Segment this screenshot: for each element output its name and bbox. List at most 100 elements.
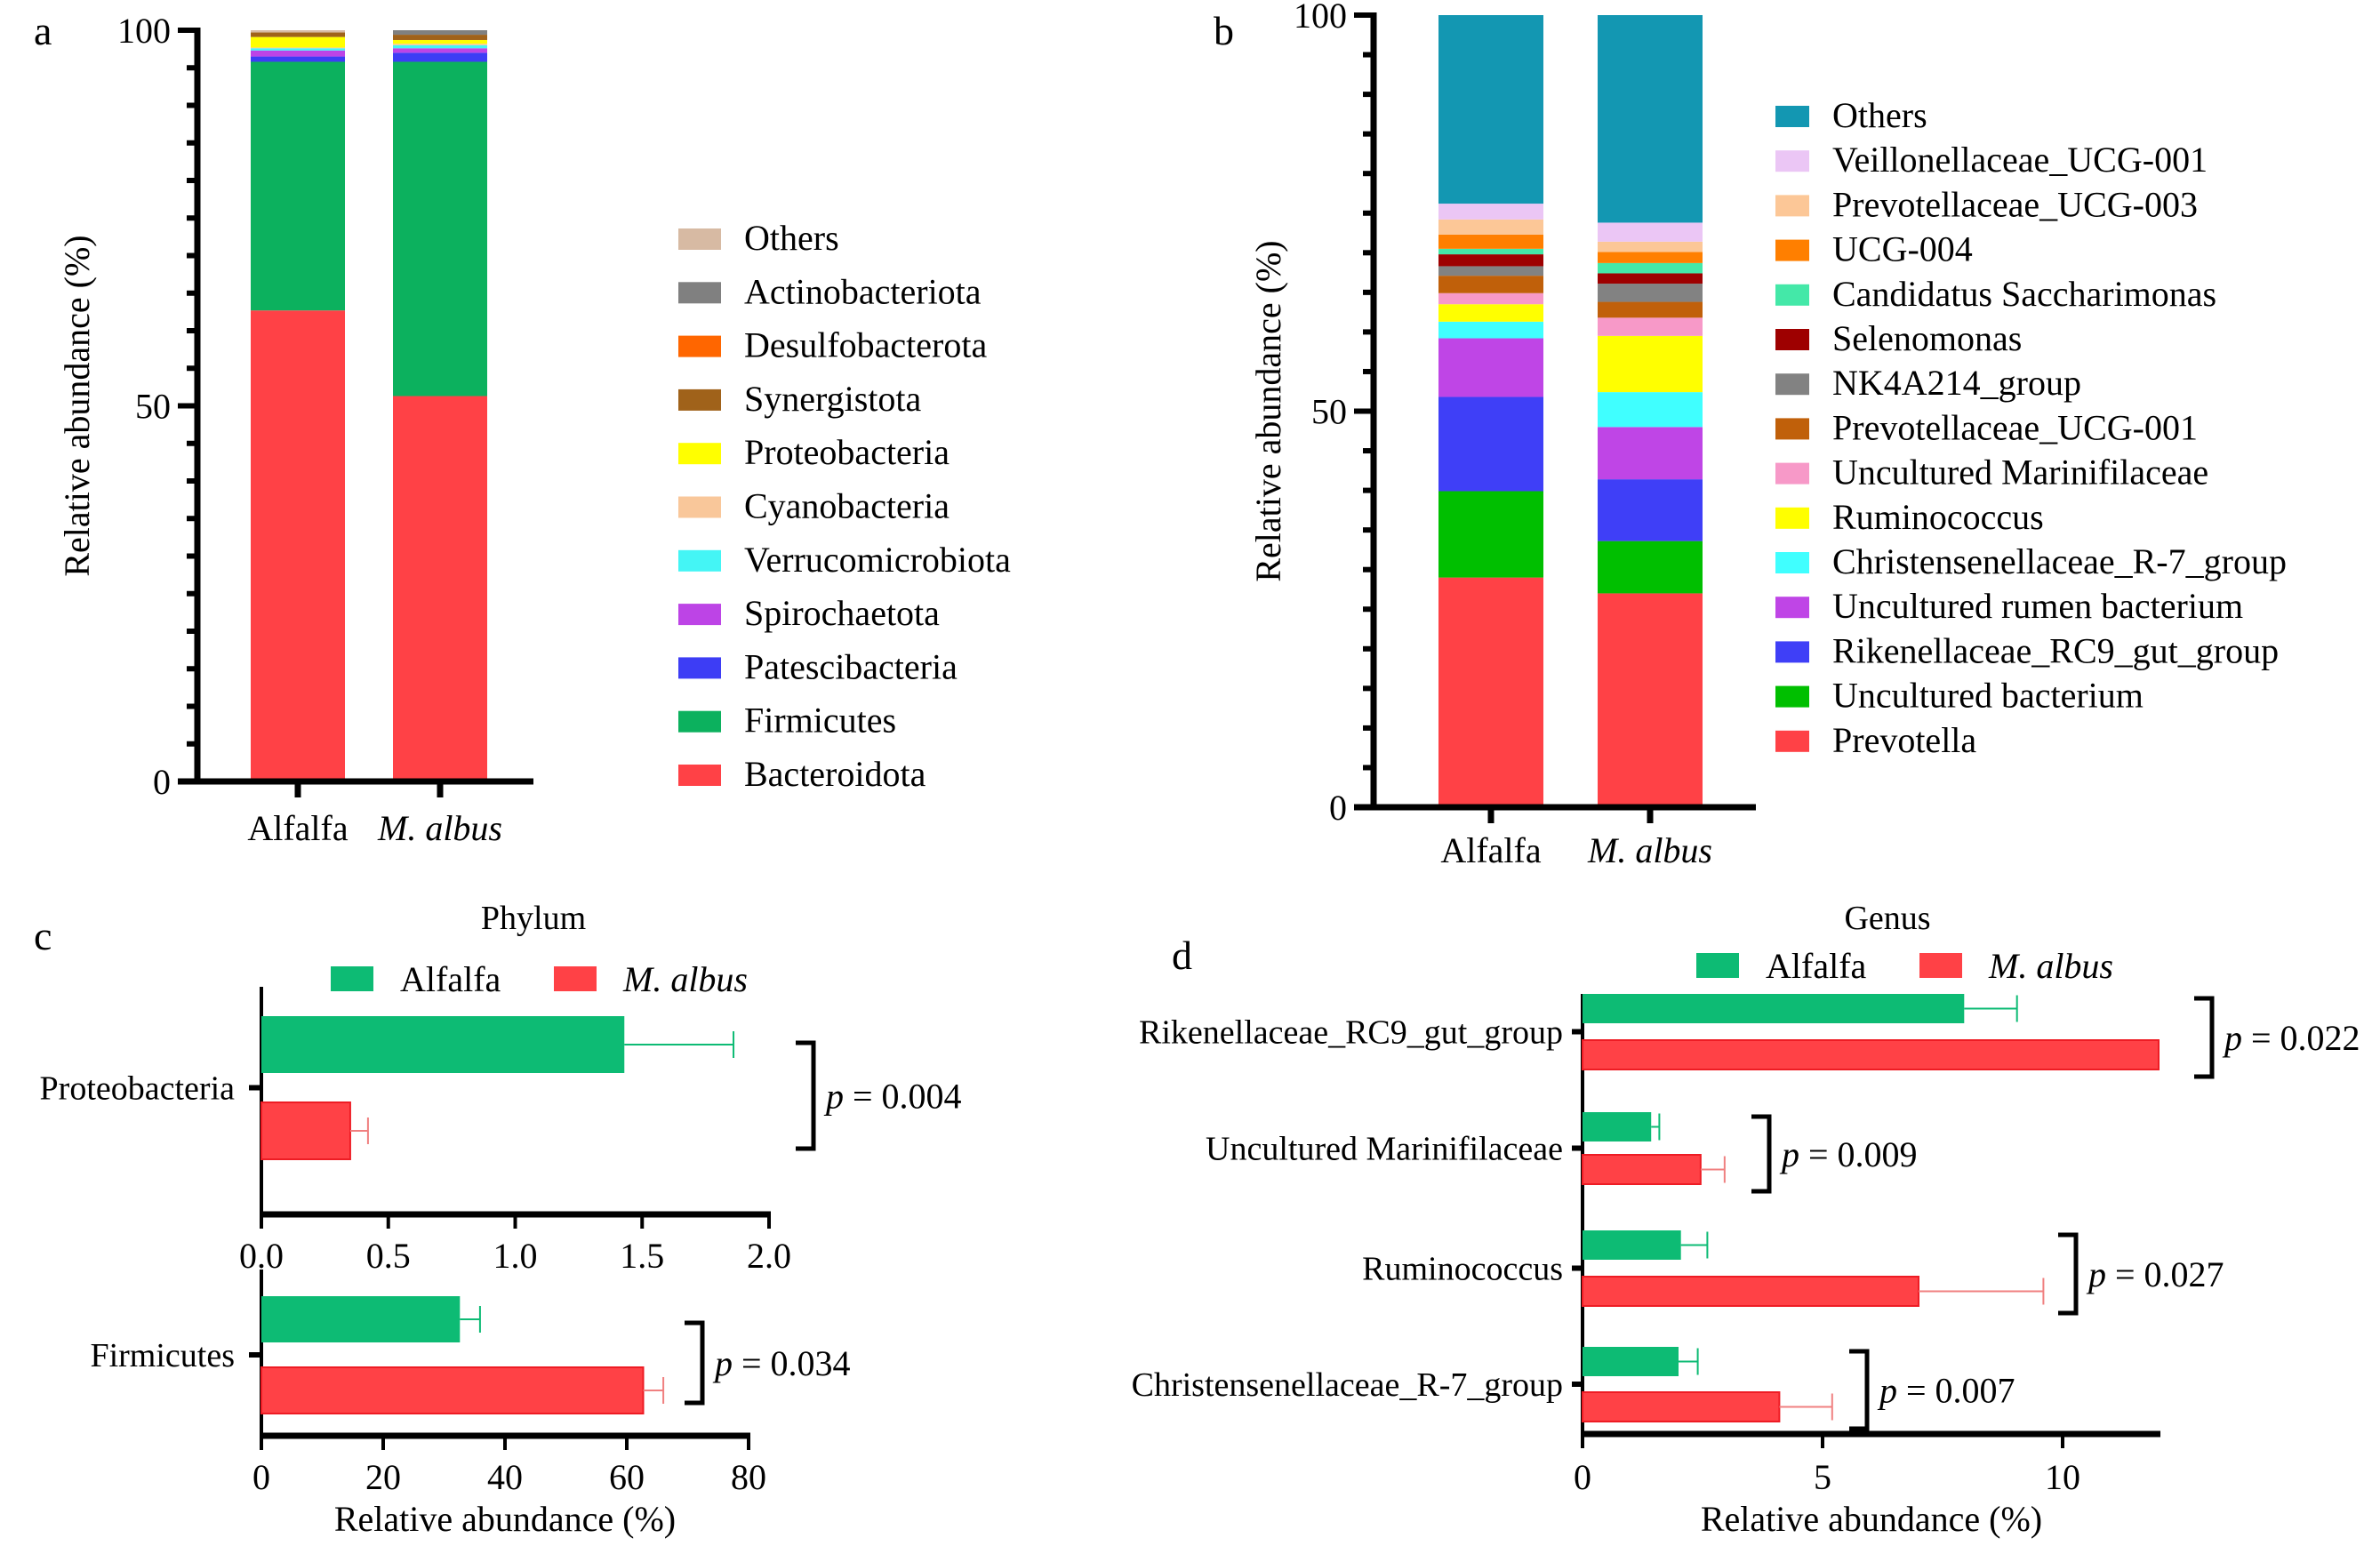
- significance-bracket: [1849, 1349, 1870, 1431]
- legend-label: Uncultured rumen bacterium: [1832, 586, 2243, 626]
- legend-label: Actinobacteriota: [744, 271, 982, 311]
- legend-swatch: [1775, 284, 1809, 306]
- significance-bracket: [2194, 996, 2215, 1079]
- p-value-label: p = 0.007: [1877, 1371, 2015, 1411]
- bar-segment-verrucomicrobiota: [393, 44, 487, 49]
- legend-label: Alfalfa: [400, 959, 501, 999]
- x-tick-label: 1.0: [493, 1236, 538, 1276]
- panel-b: b Alfalfa M. albus 0 50 100 Relative abundance…: [1214, 0, 2287, 870]
- p-symbol: p: [712, 1343, 733, 1383]
- category-label: Christensenellaceae_R-7_group: [1132, 1366, 1563, 1404]
- x-tick-label: 0.5: [366, 1236, 411, 1276]
- bar-segment-firmicutes: [393, 61, 487, 397]
- x-tick-label: 60: [609, 1457, 645, 1497]
- bar-segment-uncultured-bacterium: [1598, 541, 1703, 594]
- bar-segment-prevotellaceae-ucg-001: [1598, 301, 1703, 318]
- panel-a: a Alfalfa M. albus 0 50 100 Relative abundance…: [34, 8, 1011, 848]
- bar-segment-uncultured-marinifilaceae: [1438, 292, 1543, 305]
- legend-swatch: [1775, 597, 1809, 619]
- legend-swatch: [1775, 195, 1809, 217]
- legend-swatch: [1775, 507, 1809, 529]
- bar-segment-synergistota: [393, 35, 487, 40]
- x-axis-title: Relative abundance (%): [1701, 1499, 2042, 1539]
- bar-segment-nk4a214-group: [1598, 284, 1703, 302]
- bar-m-albus: [1582, 1276, 1919, 1307]
- legend-label: Rikenellaceae_RC9_gut_group: [1832, 630, 2279, 670]
- bar-alfalfa: [1583, 994, 1965, 1023]
- bar-segment-selenomonas: [1438, 254, 1543, 267]
- panel-letter: d: [1172, 933, 1192, 978]
- bar-segment-firmicutes: [251, 61, 345, 311]
- significance-bracket: [685, 1320, 705, 1406]
- bar-segment-bacteroidota: [393, 396, 487, 781]
- bar-segment-ruminococcus: [1598, 335, 1703, 393]
- category-label: Uncultured Marinifilaceae: [1206, 1131, 1563, 1168]
- bar-segment-synergistota: [251, 32, 345, 37]
- legend-swatch: [1775, 373, 1809, 396]
- legend-label: NK4A214_group: [1832, 363, 2081, 403]
- bar-segment-cyanobacteria: [393, 44, 487, 45]
- bar-segment-veillonellaceae-ucg-001: [1598, 222, 1703, 242]
- bar-m-albus: [1582, 1154, 1702, 1185]
- legend-swatch: [554, 966, 597, 991]
- p-value: = 0.007: [1897, 1371, 2015, 1411]
- legend-swatch: [678, 282, 721, 304]
- bar-segment-actinobacteriota: [393, 30, 487, 36]
- legend-swatch: [1919, 953, 1962, 978]
- bar-segment-bacteroidota: [251, 310, 345, 781]
- bar-segment-veillonellaceae-ucg-001: [1438, 204, 1543, 220]
- legend-label: Selenomonas: [1832, 318, 2022, 358]
- legend-swatch: [1775, 552, 1809, 573]
- y-tick-label: 0: [153, 762, 171, 802]
- x-tick-label: Alfalfa: [247, 808, 349, 848]
- p-value: = 0.009: [1799, 1134, 1918, 1174]
- legend-label: M. albus: [1988, 946, 2113, 986]
- legend-label: Prevotella: [1832, 720, 1976, 760]
- x-axis-title: Relative abundance (%): [334, 1499, 676, 1539]
- bar-segment-rikenellaceae-rc9-gut-group: [1438, 397, 1543, 492]
- legend-label: Patescibacteria: [744, 646, 958, 686]
- bar-segment-others: [251, 30, 345, 33]
- bar-segment-cyanobacteria: [251, 47, 345, 49]
- x-tick-label: M. albus: [1587, 830, 1712, 870]
- category-label: Firmicutes: [90, 1337, 235, 1374]
- legend-label: Desulfobacterota: [744, 325, 987, 365]
- legend-label: Bacteroidota: [744, 754, 926, 794]
- category-label: Ruminococcus: [1362, 1251, 1563, 1288]
- panel-letter: b: [1214, 8, 1234, 53]
- bar-segment-candidatus-saccharimonas: [1598, 262, 1703, 274]
- bar-segment-prevotellaceae-ucg-003: [1598, 241, 1703, 252]
- p-value-label: p = 0.027: [2086, 1254, 2224, 1294]
- legend-label: Prevotellaceae_UCG-001: [1832, 407, 2198, 447]
- p-symbol: p: [2222, 1018, 2242, 1058]
- legend-swatch: [1775, 685, 1809, 708]
- bar-segment-proteobacteria: [393, 39, 487, 44]
- legend-swatch: [678, 549, 721, 572]
- legend-label: Alfalfa: [1766, 946, 1867, 986]
- bar-segment-uncultured-rumen-bacterium: [1598, 427, 1703, 480]
- bar-m-albus: [260, 1366, 645, 1414]
- bar-alfalfa: [261, 1016, 625, 1073]
- legend-label: Verrucomicrobiota: [744, 540, 1011, 580]
- x-tick-label: 80: [731, 1457, 766, 1497]
- significance-bracket: [796, 1040, 816, 1151]
- legend-swatch: [1696, 953, 1739, 978]
- legend-label: Ruminococcus: [1832, 497, 2044, 537]
- p-symbol: p: [2086, 1254, 2106, 1294]
- panel-d: d Genus Alfalfa M. albus 0 5 10 Rikenellaceae_R…: [1132, 900, 2360, 1539]
- legend-swatch: [1775, 150, 1809, 172]
- bar-segment-proteobacteria: [251, 36, 345, 48]
- legend-label: M. albus: [622, 959, 748, 999]
- legend-label: Spirochaetota: [744, 593, 940, 633]
- legend-label: Veillonellaceae_UCG-001: [1832, 140, 2208, 180]
- x-tick-label: 0: [1574, 1457, 1591, 1497]
- y-tick-label: 0: [1329, 788, 1347, 828]
- bar-segment-nk4a214-group: [1438, 266, 1543, 276]
- bar-segment-patescibacteria: [251, 56, 345, 62]
- bar-segment-uncultured-rumen-bacterium: [1438, 338, 1543, 397]
- y-tick-label: 50: [135, 387, 171, 427]
- x-tick-label: 10: [2045, 1457, 2080, 1497]
- legend-swatch: [678, 443, 721, 465]
- bar-alfalfa: [1583, 1112, 1652, 1141]
